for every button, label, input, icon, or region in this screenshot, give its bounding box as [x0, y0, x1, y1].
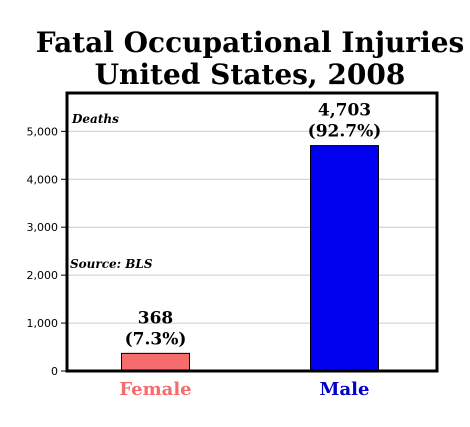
- bar-female: [121, 352, 190, 372]
- y-axis-ticks: 0 1,000 2,000 3,000 4,000 5,000: [27, 125, 67, 378]
- data-label-percent: (7.3%): [125, 329, 187, 349]
- plot-frame: [65, 91, 439, 373]
- y-tick-label: 5,000: [27, 125, 59, 138]
- data-label-value: 368: [138, 308, 174, 328]
- source-annotation: Source: BLS: [70, 257, 153, 271]
- y-tick-label: 4,000: [27, 173, 59, 186]
- category-labels: Female Male: [119, 379, 369, 400]
- data-labels: 368(7.3%) 4,703(92.7%): [125, 101, 382, 350]
- y-tick-label: 2,000: [27, 269, 59, 282]
- y-tick-label: 0: [51, 365, 58, 378]
- category-label-female: Female: [119, 379, 191, 400]
- y-axis-label: Deaths: [71, 112, 119, 126]
- y-tick-label: 1,000: [27, 317, 59, 330]
- bars: [121, 145, 379, 372]
- data-label-value: 4,703: [318, 101, 371, 121]
- data-label-percent: (92.7%): [308, 122, 382, 142]
- bar-male: [310, 145, 379, 372]
- gridlines: [67, 130, 437, 324]
- chart-title: Fatal Occupational Injuries: [36, 26, 465, 59]
- chart-subtitle: United States, 2008: [95, 58, 406, 91]
- category-label-male: Male: [320, 379, 370, 400]
- y-tick-label: 3,000: [27, 221, 59, 234]
